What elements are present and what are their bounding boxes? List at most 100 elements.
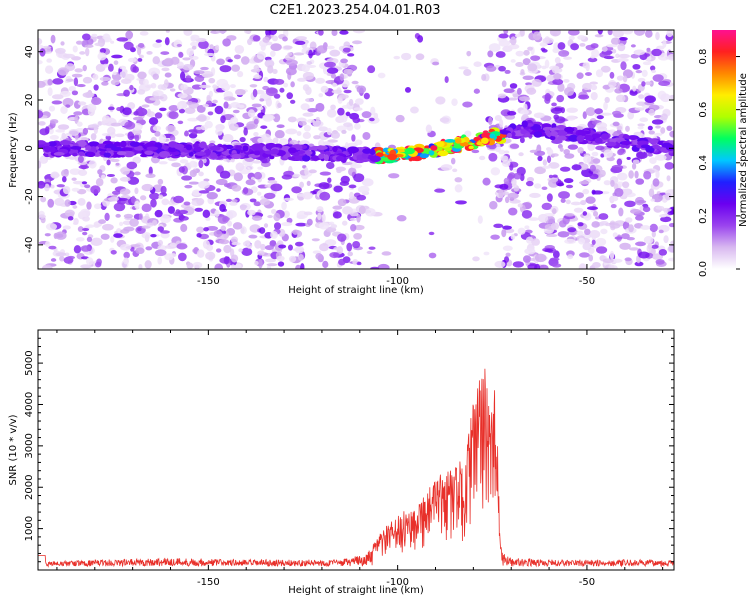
- spectrogram-cell: [592, 262, 601, 269]
- spectrogram-cell: [194, 151, 207, 156]
- spectrogram-cell: [94, 42, 104, 47]
- spectrogram-cell: [71, 73, 83, 78]
- spectrogram-cell: [47, 87, 53, 97]
- spectrogram-cell: [122, 107, 132, 116]
- spectrogram-cell: [220, 115, 226, 124]
- spectrogram-cell: [99, 47, 107, 54]
- spectrogram-cell: [82, 92, 95, 98]
- spectrogram-cell: [243, 127, 248, 136]
- spectrogram-cell: [318, 126, 329, 132]
- spectrogram-cell: [129, 141, 141, 147]
- spectrogram-cell: [650, 198, 655, 202]
- spectrogram-cell: [533, 112, 545, 119]
- spectrogram-cell: [528, 217, 540, 221]
- spectrogram-cell: [263, 223, 269, 228]
- spectrogram-cell: [72, 205, 78, 209]
- spectrogram-cell: [56, 184, 65, 188]
- spectrogram-cell: [158, 150, 171, 158]
- spectrogram-cell: [642, 61, 652, 66]
- spectrogram-cell: [145, 173, 156, 179]
- spectrogram-cell: [119, 70, 128, 78]
- spectrogram-cell: [510, 234, 516, 240]
- spectrogram-cell: [612, 121, 620, 127]
- spectrogram-cell: [425, 124, 432, 134]
- spectrogram-cell: [137, 42, 145, 49]
- spectrogram-cell: [589, 173, 599, 180]
- spectrogram-cell: [57, 67, 69, 76]
- spectrogram-cell: [450, 157, 456, 165]
- spectrogram-cell: [82, 127, 89, 135]
- spectrogram-cell: [339, 30, 349, 35]
- spectrogram-cell: [188, 151, 194, 157]
- spectrogram-cell: [356, 213, 361, 223]
- spectrogram-cell: [263, 192, 276, 200]
- spectrogram-cell: [590, 84, 598, 91]
- spectrogram-cell: [619, 242, 631, 250]
- spectrogram-cell: [610, 203, 617, 209]
- spectrogram-cell: [305, 150, 313, 156]
- spectrogram-cell: [353, 173, 365, 183]
- spectrogram-cell: [269, 155, 275, 160]
- spectrogram-cell: [242, 187, 249, 195]
- spectrogram-cell: [140, 195, 147, 201]
- spectrogram-cell: [73, 111, 83, 116]
- spectrogram-cell: [241, 247, 253, 257]
- spectrogram-cell: [38, 80, 46, 88]
- spectrogram-cell: [348, 184, 357, 189]
- spectrogram-cell: [670, 240, 674, 246]
- spectrogram-cell: [132, 116, 144, 121]
- spectrogram-cell: [182, 57, 191, 61]
- spectrogram-cell: [518, 96, 531, 102]
- spectrogram-cell: [127, 131, 135, 141]
- spectrogram-cell: [82, 231, 88, 236]
- spectrogram-cell: [301, 64, 310, 73]
- spectrogram-cell: [266, 263, 278, 267]
- spectrogram-cell: [205, 251, 216, 260]
- spectrogram-cell: [652, 178, 660, 187]
- spectrogram-cell: [595, 237, 607, 247]
- spectrogram-cell: [498, 33, 509, 39]
- spectrogram-cell: [180, 223, 188, 233]
- spectrogram-cell: [635, 69, 643, 74]
- spectrogram-cell: [169, 242, 177, 248]
- snr-y-tick-label: 4000: [24, 392, 35, 417]
- spectrogram-cell: [341, 220, 348, 226]
- spectrogram-cell: [621, 30, 634, 35]
- spectrogram-cell: [107, 106, 115, 111]
- spectrogram-cell: [173, 195, 185, 204]
- spectrogram-cell: [287, 156, 296, 161]
- spectrogram-cell: [520, 109, 529, 115]
- spectrogram-cell: [111, 54, 123, 59]
- spectrogram-cell: [257, 191, 262, 196]
- spectrogram-cell: [517, 227, 526, 235]
- spectrogram-cell: [527, 123, 534, 127]
- spectrogram-cell: [306, 180, 311, 186]
- spectrogram-cell: [123, 41, 134, 50]
- spectrogram-cell: [119, 65, 126, 70]
- spectrogram-cell: [123, 226, 135, 232]
- spectrogram-cell: [209, 44, 214, 49]
- spectrogram-cell: [295, 241, 304, 247]
- spectrogram-cell: [667, 245, 674, 253]
- spectrogram-cell: [260, 125, 268, 129]
- spectrogram-cell: [644, 95, 656, 104]
- spectrogram-cell: [304, 167, 309, 176]
- snr-series-line: [38, 368, 674, 568]
- spectrogram-cell: [655, 125, 661, 129]
- spectrogram-cell: [202, 239, 211, 249]
- spectrogram-cell: [152, 42, 162, 48]
- spectrogram-cell: [652, 253, 662, 260]
- spectrogram-cell: [508, 172, 516, 179]
- spectrogram-cell: [277, 261, 285, 267]
- spectrogram-cell: [318, 30, 324, 36]
- spectrogram-cell: [77, 101, 87, 106]
- spectrogram-cell: [259, 198, 271, 206]
- spectrogram-cell: [80, 208, 91, 218]
- spectrogram-cell: [353, 123, 361, 130]
- spectrogram-cell: [603, 149, 614, 158]
- spectrogram-cell: [50, 34, 56, 44]
- spectrogram-cell: [523, 49, 530, 56]
- spectrogram-cell: [529, 149, 538, 153]
- spectrogram-cell: [206, 192, 218, 200]
- spectrogram-cell: [290, 99, 296, 104]
